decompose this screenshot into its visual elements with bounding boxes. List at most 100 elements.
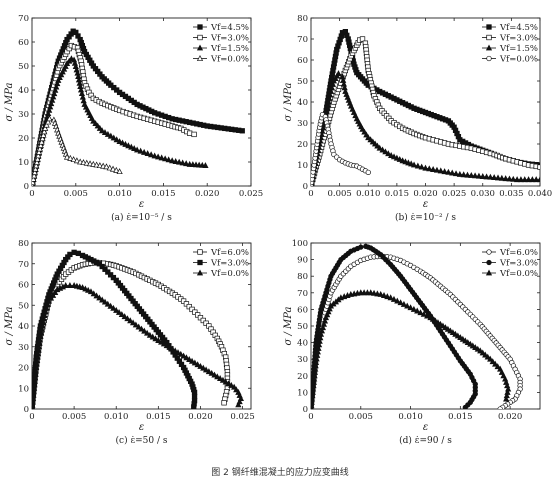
series-3-point <box>155 153 162 160</box>
series-3-point <box>135 323 142 330</box>
y-tick-label: 0 <box>303 182 308 192</box>
series-3-point <box>311 372 318 379</box>
series-3-point <box>47 294 55 301</box>
series-4-point <box>33 158 41 165</box>
series-line-1 <box>32 262 228 409</box>
series-3-point <box>376 144 383 151</box>
series-3-point <box>397 299 404 306</box>
series-3-point <box>44 301 51 308</box>
x-tick-label: 0.015 <box>448 412 472 422</box>
y-tick-label: 40 <box>297 98 308 108</box>
series-3-point <box>45 110 52 117</box>
x-tick-label: 0.040 <box>528 189 552 199</box>
series-3-point <box>418 163 425 170</box>
y-tick-label: 10 <box>297 388 308 398</box>
series-3-point <box>131 145 138 152</box>
series-3-point <box>169 345 176 352</box>
panel-caption: (a) ε̇=10⁻⁵ / s <box>111 212 172 223</box>
series-3-point <box>134 146 141 153</box>
y-tick-label: 80 <box>297 272 308 282</box>
series-3-point <box>445 168 452 175</box>
series-4-point <box>116 168 123 175</box>
x-tick-label: 0.025 <box>230 412 254 422</box>
series-3-point <box>138 325 145 332</box>
series-3-point <box>328 84 336 91</box>
series-3-point <box>414 307 421 314</box>
series-3-point <box>407 304 414 311</box>
series-3-point <box>32 388 37 395</box>
series-3-point <box>510 175 517 182</box>
series-2-point <box>359 36 366 42</box>
x-tick-label: 0.005 <box>327 189 351 199</box>
series-3-point <box>323 104 330 111</box>
x-tick-label: 0 <box>308 412 313 422</box>
series-3-point <box>410 305 417 312</box>
series-4-point <box>32 172 38 179</box>
series-4-point <box>34 155 41 162</box>
series-3-point <box>380 292 388 298</box>
series-4-point <box>70 156 77 163</box>
series-3-point <box>51 90 58 97</box>
series-3-point <box>113 136 120 143</box>
series-1-point <box>203 320 209 326</box>
legend-entry: Vf=0.0% <box>210 269 249 279</box>
series-2-point <box>105 269 111 275</box>
series-3-point <box>311 375 318 382</box>
series-4-point <box>46 115 53 122</box>
series-3-point <box>433 166 441 173</box>
series-3-point <box>521 176 528 183</box>
series-3-point <box>42 308 49 315</box>
series-3-point <box>494 363 501 370</box>
x-tick-label: 0.010 <box>104 412 128 422</box>
series-3-point <box>110 134 117 141</box>
series-3-point <box>503 395 510 402</box>
series-3-point <box>202 366 210 373</box>
series-4-point <box>33 162 40 169</box>
series-3-point <box>316 337 323 344</box>
series-3-point <box>132 321 139 328</box>
series-2-point <box>99 263 105 270</box>
series-3-point <box>325 308 332 315</box>
series-3-point <box>313 355 320 362</box>
series-3-point <box>482 351 489 358</box>
series-4-point <box>109 165 117 172</box>
legend-entry: Vf=1.5% <box>499 44 538 54</box>
series-3-point <box>144 150 151 157</box>
series-3-point <box>113 306 120 313</box>
y-tick-label: 50 <box>18 62 29 72</box>
series-3-point <box>52 289 59 295</box>
series-2-point <box>102 266 108 272</box>
series-3-point <box>311 385 317 392</box>
series-3-point <box>33 363 40 370</box>
series-4-point <box>41 128 48 135</box>
series-2-point <box>107 272 114 278</box>
series-3-point <box>533 176 540 183</box>
series-4-point <box>77 158 84 165</box>
series-2-point <box>537 164 540 170</box>
series-3-point <box>34 357 41 364</box>
series-3-point <box>56 74 63 81</box>
series-4-point <box>36 145 43 152</box>
legend-marker <box>486 259 492 266</box>
legend-entry: Vf=4.5% <box>499 23 538 33</box>
x-axis-label: ε <box>423 199 428 210</box>
series-3-point <box>460 171 467 178</box>
series-3-point <box>477 347 484 354</box>
series-3-point <box>104 130 112 137</box>
series-3-point <box>329 80 337 87</box>
series-2-point <box>187 130 193 136</box>
series-3-point <box>370 289 378 296</box>
series-3-point <box>321 317 329 324</box>
series-3-point <box>426 165 433 172</box>
series-3-point <box>40 315 48 322</box>
series-3-point <box>166 343 173 350</box>
series-3-point <box>417 309 424 316</box>
series-3-point <box>107 132 114 139</box>
series-3-point <box>202 162 209 169</box>
series-3-point <box>90 290 97 297</box>
series-group <box>311 243 523 409</box>
series-3-point <box>197 362 204 369</box>
series-3-point <box>174 349 182 356</box>
series-3-point <box>214 373 221 380</box>
series-4-point <box>96 162 103 169</box>
